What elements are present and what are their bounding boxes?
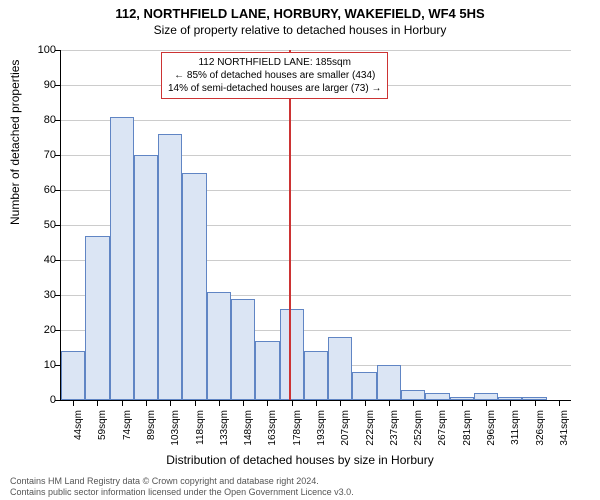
x-tick xyxy=(73,400,74,406)
x-tick xyxy=(316,400,317,406)
histogram-bar xyxy=(352,372,376,400)
y-tick-label: 70 xyxy=(26,149,56,161)
x-tick xyxy=(559,400,560,406)
x-axis-title: Distribution of detached houses by size … xyxy=(0,453,600,467)
histogram-bar xyxy=(182,173,206,401)
marker-info-line: 14% of semi-detached houses are larger (… xyxy=(168,82,381,95)
x-tick xyxy=(195,400,196,406)
histogram-bar xyxy=(425,393,449,400)
histogram-bar xyxy=(474,393,498,400)
footer: Contains HM Land Registry data © Crown c… xyxy=(10,476,354,498)
x-tick xyxy=(413,400,414,406)
x-tick xyxy=(146,400,147,406)
chart-area: 010203040506070809010044sqm59sqm74sqm89s… xyxy=(60,50,570,400)
histogram-bar xyxy=(134,155,158,400)
x-tick xyxy=(535,400,536,406)
x-tick xyxy=(365,400,366,406)
y-tick-label: 60 xyxy=(26,184,56,196)
y-tick-label: 30 xyxy=(26,289,56,301)
histogram-bar xyxy=(231,299,255,401)
x-tick xyxy=(486,400,487,406)
y-tick-label: 40 xyxy=(26,254,56,266)
x-tick xyxy=(170,400,171,406)
marker-info-line: ← 85% of detached houses are smaller (43… xyxy=(168,69,381,82)
y-tick-label: 100 xyxy=(26,44,56,56)
title-main: 112, NORTHFIELD LANE, HORBURY, WAKEFIELD… xyxy=(0,0,600,21)
x-tick xyxy=(267,400,268,406)
x-tick xyxy=(219,400,220,406)
grid-line xyxy=(61,120,571,121)
footer-line-1: Contains HM Land Registry data © Crown c… xyxy=(10,476,354,487)
histogram-bar xyxy=(158,134,182,400)
y-tick-label: 10 xyxy=(26,359,56,371)
histogram-bar xyxy=(110,117,134,401)
histogram-bar xyxy=(207,292,231,401)
x-tick xyxy=(437,400,438,406)
y-tick-label: 50 xyxy=(26,219,56,231)
x-tick xyxy=(340,400,341,406)
histogram-bar xyxy=(328,337,352,400)
histogram-bar xyxy=(85,236,109,401)
plot: 010203040506070809010044sqm59sqm74sqm89s… xyxy=(60,50,571,401)
y-tick-label: 80 xyxy=(26,114,56,126)
histogram-bar xyxy=(304,351,328,400)
grid-line xyxy=(61,50,571,51)
x-tick xyxy=(389,400,390,406)
x-tick xyxy=(122,400,123,406)
marker-info-line: 112 NORTHFIELD LANE: 185sqm xyxy=(168,56,381,69)
y-tick-label: 20 xyxy=(26,324,56,336)
x-tick xyxy=(292,400,293,406)
x-tick xyxy=(462,400,463,406)
y-tick-label: 90 xyxy=(26,79,56,91)
x-tick xyxy=(243,400,244,406)
x-tick xyxy=(510,400,511,406)
histogram-bar xyxy=(401,390,425,401)
x-tick xyxy=(97,400,98,406)
y-axis-title: Number of detached properties xyxy=(8,60,22,225)
title-sub: Size of property relative to detached ho… xyxy=(0,21,600,37)
histogram-bar xyxy=(280,309,304,400)
histogram-bar xyxy=(377,365,401,400)
marker-line xyxy=(289,50,291,400)
histogram-bar xyxy=(61,351,85,400)
footer-line-2: Contains public sector information licen… xyxy=(10,487,354,498)
y-tick-label: 0 xyxy=(26,394,56,406)
histogram-bar xyxy=(255,341,279,401)
chart-container: 112, NORTHFIELD LANE, HORBURY, WAKEFIELD… xyxy=(0,0,600,500)
marker-info-box: 112 NORTHFIELD LANE: 185sqm← 85% of deta… xyxy=(161,52,388,99)
